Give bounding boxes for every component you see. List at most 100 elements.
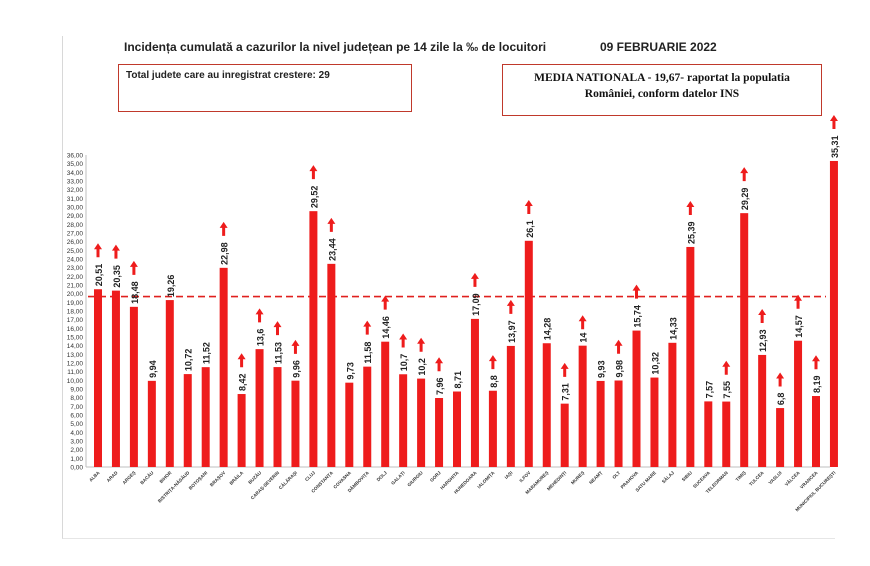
increase-arrow-icon (237, 353, 246, 368)
y-tick-label: 28,00 (67, 222, 84, 229)
category-label: DOLJ (376, 470, 389, 483)
increase-arrow-icon (399, 333, 408, 348)
data-label: 8,19 (812, 375, 822, 393)
bar (704, 401, 713, 467)
increase-arrow-icon (794, 294, 803, 309)
y-tick-label: 19,00 (67, 300, 84, 307)
bar (614, 380, 623, 467)
bar (219, 267, 228, 467)
increase-arrow-icon (94, 243, 102, 258)
y-tick-label: 13,00 (67, 352, 84, 359)
y-tick-label: 21,00 (67, 283, 84, 290)
y-tick-label: 7,00 (70, 404, 83, 411)
data-label: 7,57 (704, 381, 714, 399)
national-average-line1: MEDIA NATIONALA - 19,67- raportat la pop… (534, 72, 790, 84)
y-tick-label: 26,00 (67, 239, 84, 246)
bar (94, 289, 102, 467)
bar (291, 380, 300, 467)
bar (632, 330, 641, 467)
increase-arrow-icon (776, 372, 785, 387)
bar (381, 341, 390, 467)
data-label: 9,94 (148, 360, 158, 378)
data-label: 22,98 (220, 242, 230, 265)
bar (417, 378, 426, 467)
increase-arrow-icon (488, 355, 497, 370)
bar (829, 160, 838, 468)
data-label: 14,28 (543, 318, 553, 341)
bar (470, 318, 479, 467)
data-label: 8,71 (453, 371, 463, 389)
increase-arrow-icon (417, 337, 426, 352)
increase-arrow-icon (578, 315, 587, 330)
data-label: 13,6 (256, 329, 266, 347)
category-label: ARAD (106, 470, 119, 483)
data-label: 8,8 (489, 375, 499, 388)
data-label: 20,51 (94, 264, 104, 287)
bar (255, 349, 264, 467)
increase-arrow-icon (435, 357, 444, 372)
report-date: 09 FEBRUARIE 2022 (600, 40, 717, 54)
y-tick-label: 24,00 (67, 257, 84, 264)
data-label: 15,74 (633, 305, 643, 328)
data-label: 11,53 (274, 342, 284, 364)
category-label: ILFOV (518, 470, 532, 484)
increase-arrow-icon (381, 295, 390, 310)
y-tick-label: 2,00 (70, 447, 83, 454)
bar (812, 396, 820, 467)
increase-arrow-icon (632, 284, 641, 299)
y-tick-label: 1,00 (70, 456, 83, 463)
increase-arrow-icon (560, 362, 569, 377)
bar (165, 300, 174, 467)
increase-arrow-icon (255, 308, 264, 323)
increase-arrow-icon (829, 114, 838, 129)
data-label: 10,7 (399, 354, 409, 372)
data-label: 23,44 (327, 238, 337, 261)
category-label: BIHOR (158, 470, 172, 484)
data-label: 12,93 (758, 329, 768, 352)
bar (776, 408, 785, 467)
bar (722, 401, 731, 467)
data-label: 10,32 (650, 352, 660, 375)
y-tick-label: 17,00 (67, 317, 84, 324)
category-label: MEHEDINȚI (546, 470, 567, 491)
y-tick-label: 35,00 (67, 161, 84, 168)
category-label: ARGEȘ (122, 470, 138, 486)
national-average-line2: României, conform datelor INS (584, 88, 740, 100)
category-label: MUREȘ (570, 470, 586, 486)
category-label: BACĂU (139, 469, 155, 485)
y-tick-label: 14,00 (67, 343, 84, 350)
bar (237, 394, 246, 467)
data-label: 29,52 (309, 186, 319, 209)
data-label: 9,93 (597, 360, 607, 378)
data-label: 9,96 (291, 360, 301, 378)
chart-title: Incidența cumulată a cazurilor la nivel … (124, 40, 547, 54)
increase-arrow-icon (309, 165, 318, 180)
category-label: BOTOȘANI (188, 470, 209, 491)
bar (794, 340, 803, 467)
data-label: 7,31 (561, 383, 571, 401)
bar (542, 343, 551, 467)
category-label: GIURGIU (406, 470, 424, 488)
y-tick-label: 12,00 (67, 361, 84, 368)
y-tick-label: 34,00 (67, 170, 84, 177)
y-tick-label: 20,00 (67, 291, 84, 298)
y-tick-label: 9,00 (70, 387, 83, 394)
bar (560, 403, 569, 467)
data-label: 10,2 (417, 358, 427, 376)
data-label: 26,1 (525, 220, 535, 238)
y-tick-label: 0,00 (70, 465, 83, 472)
increase-arrow-icon (327, 217, 336, 232)
bar (740, 213, 749, 467)
y-tick-label: 36,00 (67, 153, 84, 160)
increase-arrow-icon (722, 360, 731, 375)
bar (524, 240, 533, 467)
category-label: GALAȚI (390, 470, 406, 486)
category-label: CLUJ (304, 470, 316, 482)
increase-arrow-icon (363, 320, 372, 335)
y-tick-label: 11,00 (67, 369, 83, 376)
bar (345, 382, 354, 467)
bar (668, 342, 677, 467)
data-label: 17,09 (471, 293, 481, 316)
data-label: 11,52 (202, 342, 212, 364)
